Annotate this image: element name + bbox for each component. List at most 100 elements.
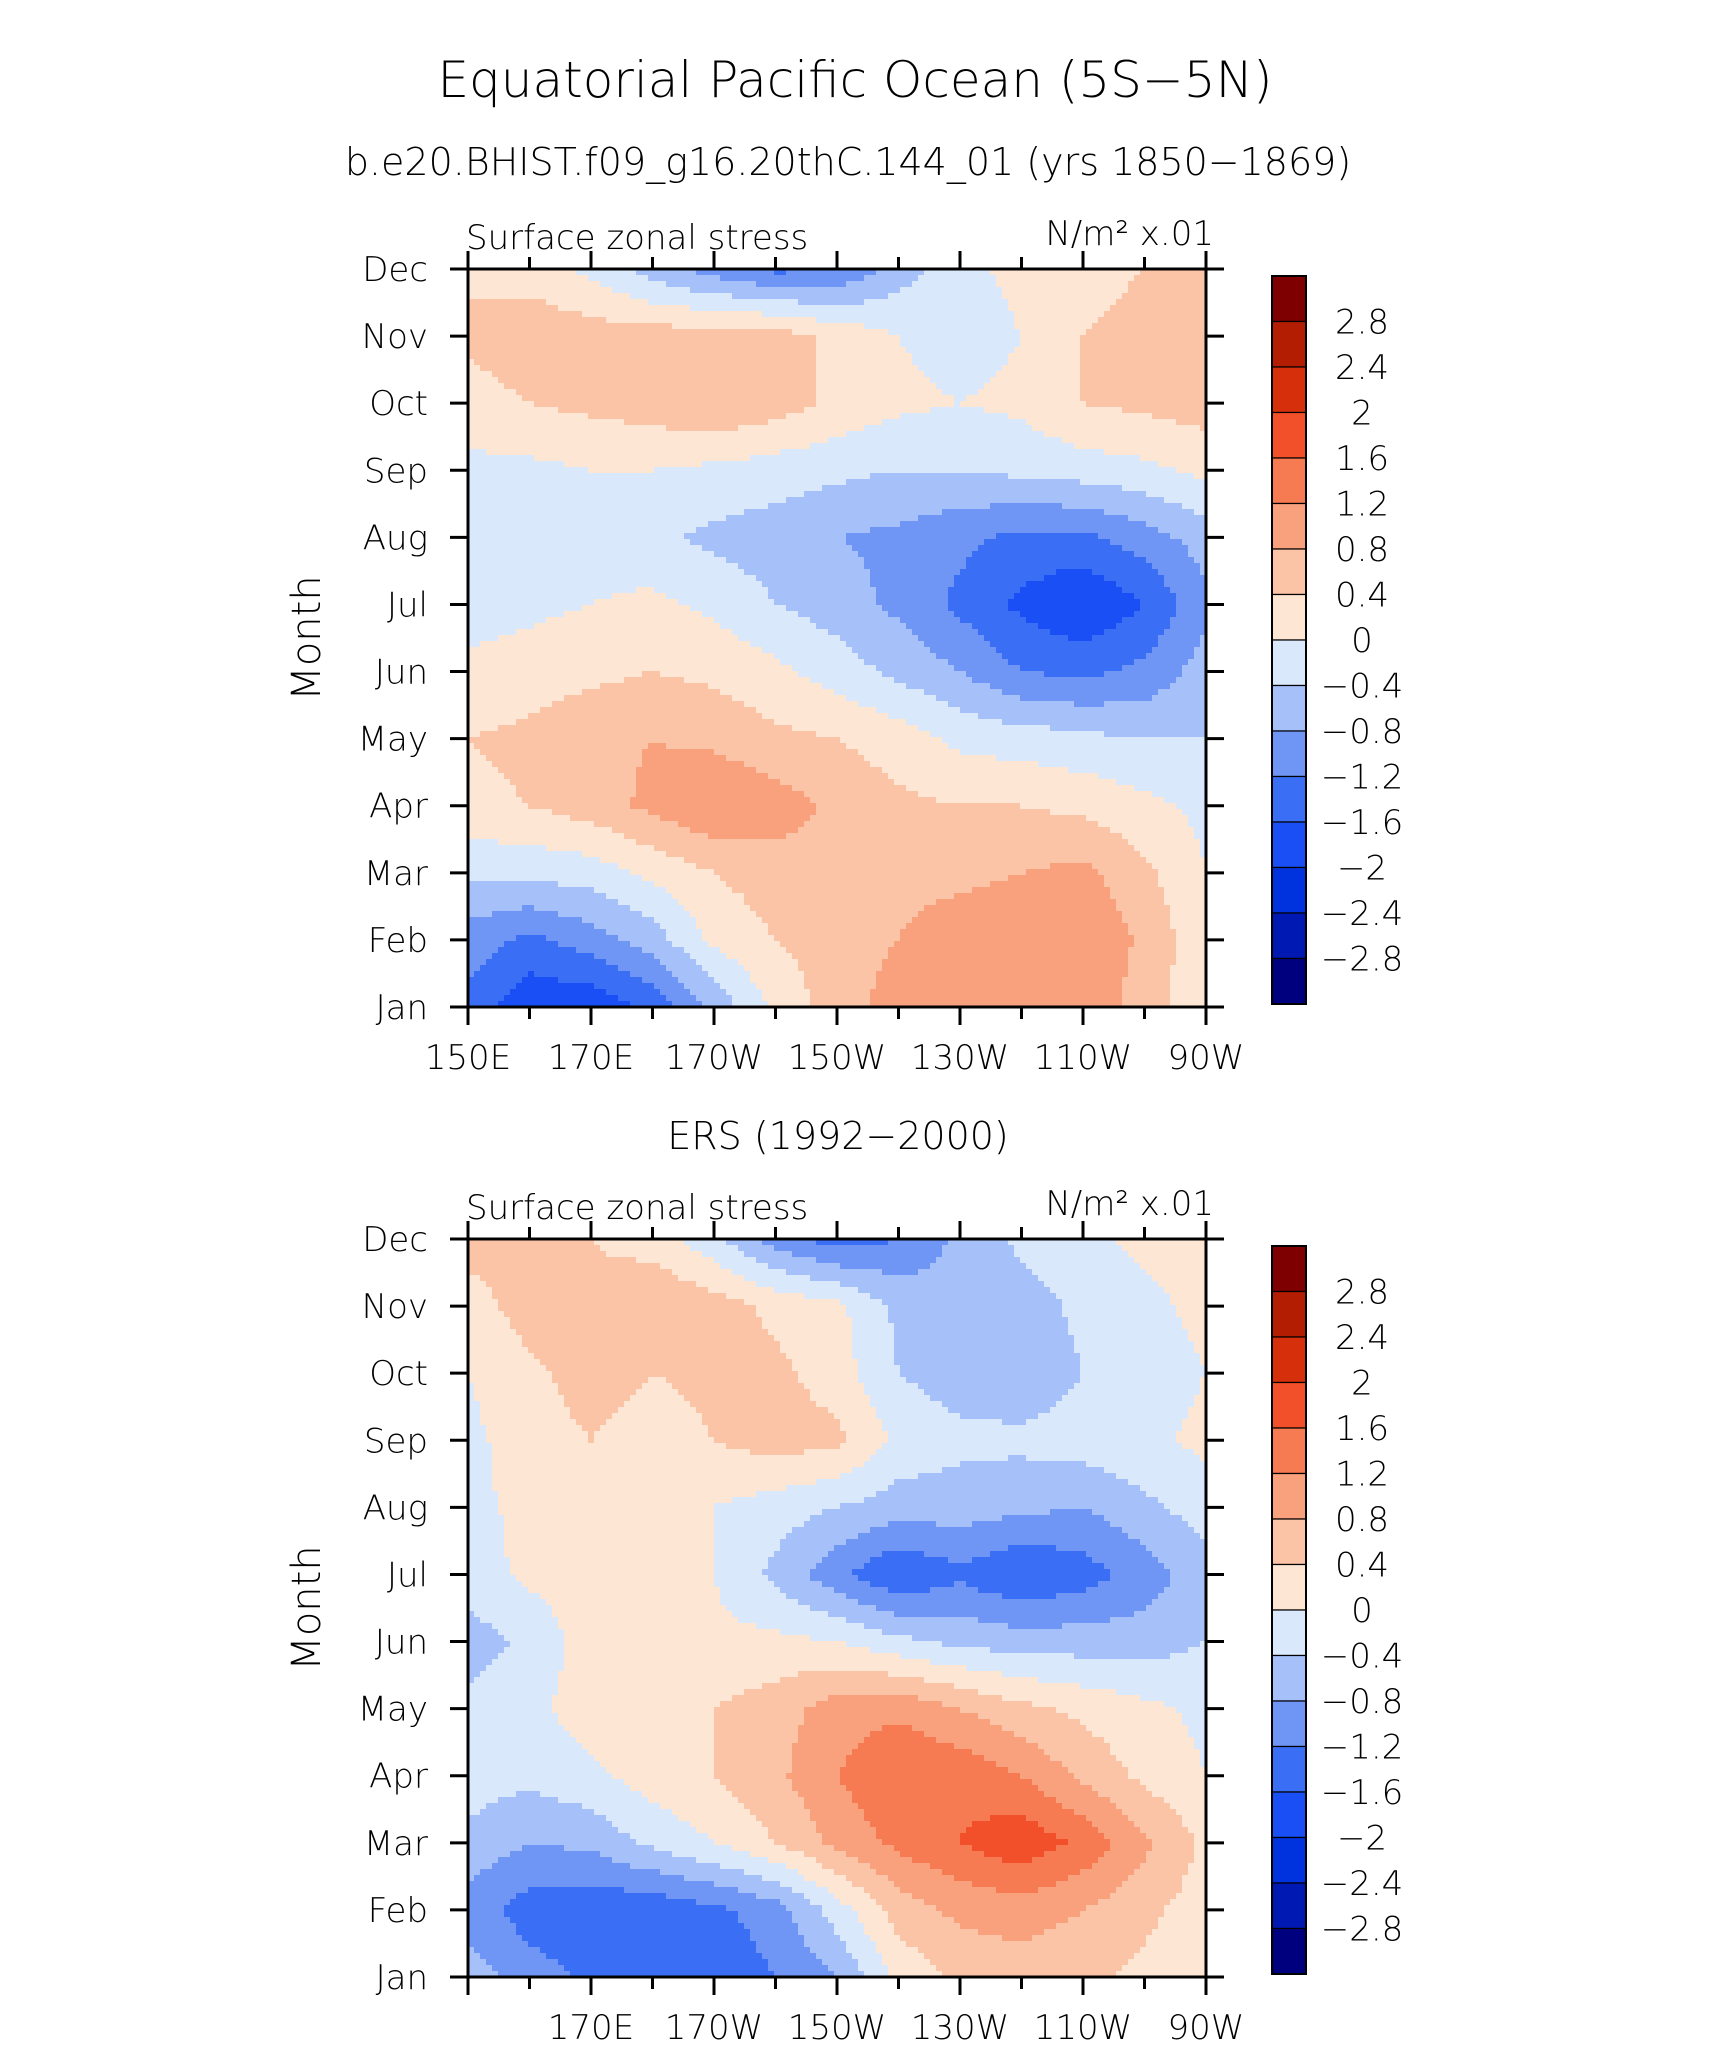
contour-cell bbox=[846, 365, 853, 372]
contour-cell bbox=[690, 389, 697, 396]
contour-cell bbox=[612, 509, 619, 516]
contour-cell bbox=[1140, 449, 1147, 456]
contour-cell bbox=[1050, 305, 1057, 312]
contour-cell bbox=[828, 449, 835, 456]
contour-cell bbox=[882, 437, 889, 444]
contour-cell bbox=[900, 509, 907, 516]
contour-cell bbox=[948, 425, 955, 432]
contour-cell bbox=[1056, 449, 1063, 456]
contour-cell bbox=[912, 413, 919, 420]
contour-cell bbox=[1182, 335, 1189, 342]
contour-cell bbox=[1158, 275, 1165, 282]
contour-cell bbox=[690, 425, 697, 432]
contour-cell bbox=[900, 287, 907, 294]
contour-cell bbox=[1170, 437, 1177, 444]
contour-cell bbox=[792, 431, 799, 438]
contour-cell bbox=[882, 425, 889, 432]
contour-cell bbox=[552, 413, 559, 420]
contour-cell bbox=[690, 503, 697, 510]
contour-cell bbox=[810, 455, 817, 462]
contour-cell bbox=[1026, 281, 1033, 288]
contour-cell bbox=[1140, 329, 1147, 336]
contour-cell bbox=[726, 395, 733, 402]
contour-cell bbox=[1146, 341, 1153, 348]
contour-cell bbox=[690, 311, 697, 318]
contour-cell bbox=[828, 359, 835, 366]
contour-cell bbox=[720, 443, 727, 450]
contour-cell bbox=[846, 419, 853, 426]
contour-cell bbox=[960, 335, 967, 342]
contour-cell bbox=[936, 353, 943, 360]
contour-cell bbox=[1014, 407, 1021, 414]
contour-cell bbox=[942, 491, 949, 498]
contour-cell bbox=[564, 443, 571, 450]
contour-cell bbox=[984, 323, 991, 330]
contour-cell bbox=[684, 383, 691, 390]
contour-cell bbox=[594, 335, 601, 342]
contour-cell bbox=[984, 461, 991, 468]
contour-cell bbox=[1122, 449, 1129, 456]
contour-cell bbox=[552, 497, 559, 504]
contour-cell bbox=[1200, 413, 1206, 420]
contour-cell bbox=[1032, 497, 1039, 504]
contour-cell bbox=[468, 491, 475, 498]
contour-cell bbox=[480, 317, 487, 324]
contour-cell bbox=[594, 479, 601, 486]
contour-cell bbox=[1020, 323, 1027, 330]
contour-cell bbox=[660, 371, 667, 378]
contour-cell bbox=[1068, 503, 1075, 510]
contour-cell bbox=[798, 317, 805, 324]
contour-cell bbox=[1008, 359, 1015, 366]
contour-cell bbox=[1098, 275, 1105, 282]
contour-cell bbox=[750, 461, 757, 468]
contour-cell bbox=[570, 437, 577, 444]
contour-cell bbox=[864, 389, 871, 396]
contour-cell bbox=[996, 269, 1003, 276]
contour-cell bbox=[822, 455, 829, 462]
contour-cell bbox=[894, 287, 901, 294]
contour-cell bbox=[654, 269, 661, 276]
contour-cell bbox=[816, 359, 823, 366]
contour-cell bbox=[576, 401, 583, 408]
contour-cell bbox=[528, 281, 535, 288]
contour-cell bbox=[1050, 467, 1057, 474]
contour-cell bbox=[576, 317, 583, 324]
contour-cell bbox=[660, 461, 667, 468]
contour-cell bbox=[618, 299, 625, 306]
contour-cell bbox=[492, 425, 499, 432]
contour-cell bbox=[1158, 425, 1165, 432]
contour-cell bbox=[864, 455, 871, 462]
contour-cell bbox=[1008, 485, 1015, 492]
contour-cell bbox=[468, 467, 475, 474]
contour-cell bbox=[1182, 443, 1189, 450]
contour-cell bbox=[702, 455, 709, 462]
contour-cell bbox=[1164, 497, 1171, 504]
contour-cell bbox=[1026, 497, 1033, 504]
contour-cell bbox=[1134, 335, 1141, 342]
contour-cell bbox=[600, 437, 607, 444]
contour-cell bbox=[846, 497, 853, 504]
contour-cell bbox=[1056, 275, 1063, 282]
contour-cell bbox=[618, 419, 625, 426]
contour-cell bbox=[762, 281, 769, 288]
contour-cell bbox=[762, 467, 769, 474]
contour-cell bbox=[1092, 341, 1099, 348]
contour-cell bbox=[558, 329, 565, 336]
contour-cell bbox=[966, 311, 973, 318]
contour-cell bbox=[1182, 491, 1189, 498]
contour-cell bbox=[642, 347, 649, 354]
contour-cell bbox=[468, 347, 475, 354]
contour-cell bbox=[750, 365, 757, 372]
contour-cell bbox=[1002, 401, 1009, 408]
contour-cell bbox=[990, 293, 997, 300]
contour-cell bbox=[984, 491, 991, 498]
contour-cell bbox=[834, 335, 841, 342]
contour-cell bbox=[1092, 377, 1099, 384]
contour-cell bbox=[762, 437, 769, 444]
contour-cell bbox=[468, 419, 475, 426]
contour-cell bbox=[486, 329, 493, 336]
contour-cell bbox=[960, 419, 967, 426]
contour-cell bbox=[672, 509, 679, 516]
contour-cell bbox=[648, 317, 655, 324]
contour-cell bbox=[570, 449, 577, 456]
